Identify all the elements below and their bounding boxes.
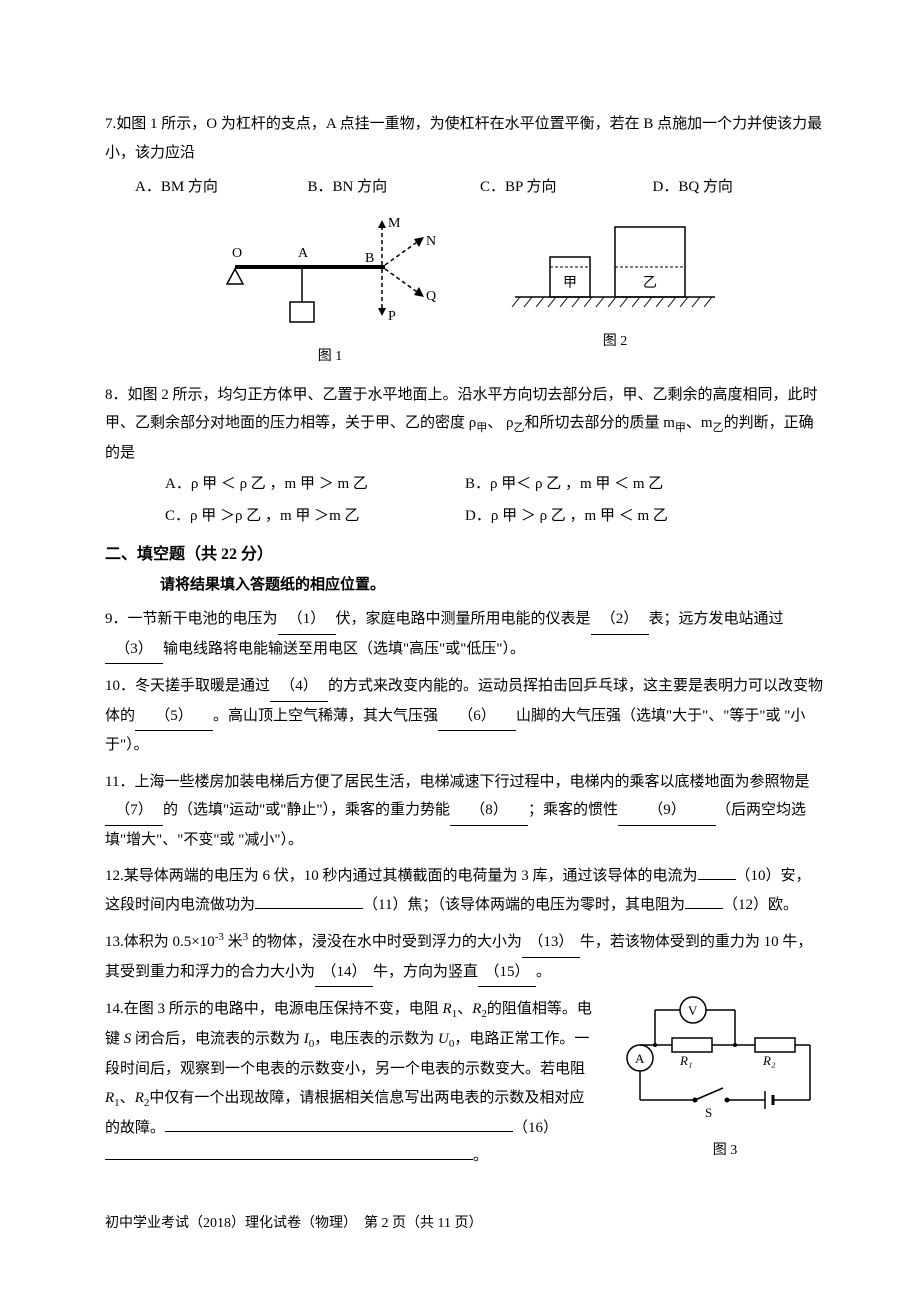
- blank-4: （4）: [270, 672, 328, 702]
- question-10: 10．冬天搓手取暖是通过（4）的方式来改变内能的。运动员挥拍击回乒乓球，这主要是…: [105, 672, 825, 760]
- q7-opt-c: C．BP 方向: [480, 173, 653, 202]
- blocks-diagram: 甲 乙: [510, 212, 720, 317]
- page-footer: 初中学业考试（2018）理化试卷（物理） 第 2 页（共 11 页）: [105, 1211, 825, 1238]
- blank-2: （2）: [591, 605, 649, 635]
- section-2-title: 二、填空题（共 22 分）: [105, 540, 825, 570]
- r1-label: R₁: [679, 1053, 692, 1068]
- label-O: O: [232, 246, 242, 261]
- label-M: M: [388, 216, 401, 231]
- blank-9: （9）: [618, 796, 716, 826]
- question-7: 7.如图 1 所示，O 为杠杆的支点，A 点挂一重物，为使杠杆在水平位置平衡，若…: [105, 110, 825, 371]
- label-N: N: [426, 234, 436, 249]
- q8-opt-b: B．ρ 甲＜ ρ 乙 ，m 甲 ＜ m 乙: [465, 470, 663, 499]
- lever-diagram: O A B M N Q: [210, 212, 450, 332]
- fig3-label: 图 3: [625, 1138, 825, 1165]
- q14-text: 14.在图 3 所示的电路中，电源电压保持不变，电阻 R1、R2的阻值相等。电键…: [105, 995, 595, 1170]
- blank-12a: [685, 908, 723, 909]
- figure-3: V A R₁ R₂ S: [625, 995, 825, 1164]
- question-14: 14.在图 3 所示的电路中，电源电压保持不变，电阻 R1、R2的阻值相等。电键…: [105, 995, 825, 1170]
- blank-7: （7）: [105, 796, 163, 826]
- blank-14: （14）: [315, 958, 373, 988]
- blank-8: （8）: [450, 796, 528, 826]
- q8-opt-d: D．ρ 甲 ＞ ρ 乙 ，m 甲 ＜ m 乙: [465, 502, 668, 531]
- label-jia: 甲: [563, 276, 577, 291]
- q7-options: A．BM 方向 B．BN 方向 C．BP 方向 D．BQ 方向: [135, 173, 825, 202]
- r2-label: R₂: [762, 1053, 776, 1068]
- label-P: P: [388, 309, 396, 324]
- figure-1: O A B M N Q: [210, 212, 450, 371]
- switch-label: S: [705, 1105, 712, 1120]
- question-11: 11．上海一些楼房加装电梯后方便了居民生活，电梯减速下行过程中，电梯内的乘客以底…: [105, 768, 825, 855]
- blank-11a: [255, 908, 363, 909]
- q8-opt-c: C．ρ 甲 ＞ρ 乙 ，m 甲 ＞m 乙: [165, 502, 465, 531]
- blank-1: （1）: [278, 605, 336, 635]
- label-Q: Q: [426, 289, 436, 304]
- question-13: 13.体积为 0.5×10-3 米3 的物体，浸没在水中时受到浮力的大小为（13…: [105, 927, 825, 987]
- blank-5: （5）: [135, 702, 213, 732]
- q7-figures-row: O A B M N Q: [105, 212, 825, 371]
- label-A: A: [298, 246, 309, 261]
- ammeter-label: A: [635, 1051, 645, 1066]
- q7-opt-a: A．BM 方向: [135, 173, 308, 202]
- blank-16-line2: [105, 1159, 473, 1160]
- q8-opt-a: A．ρ 甲 ＜ ρ 乙 ，m 甲 ＞ m 乙: [165, 470, 465, 499]
- question-12: 12.某导体两端的电压为 6 伏，10 秒内通过其横截面的电荷量为 3 库，通过…: [105, 862, 825, 919]
- label-B: B: [365, 251, 374, 266]
- fig2-label: 图 2: [510, 329, 720, 356]
- q7-stem: 7.如图 1 所示，O 为杠杆的支点，A 点挂一重物，为使杠杆在水平位置平衡，若…: [105, 110, 825, 167]
- blank-3: （3）: [105, 635, 163, 665]
- blank-15: （15）: [478, 958, 536, 988]
- figure-2: 甲 乙 图 2: [510, 212, 720, 371]
- label-yi: 乙: [643, 275, 657, 291]
- blank-10a: [698, 879, 736, 880]
- question-8: 8．如图 2 所示，均匀正方体甲、乙置于水平地面上。沿水平方向切去部分后，甲、乙…: [105, 381, 825, 531]
- q8-options: A．ρ 甲 ＜ ρ 乙 ，m 甲 ＞ m 乙 B．ρ 甲＜ ρ 乙 ，m 甲 ＜…: [165, 470, 825, 530]
- voltmeter-label: V: [688, 1003, 698, 1018]
- q7-opt-b: B．BN 方向: [308, 173, 481, 202]
- section-2-note: 请将结果填入答题纸的相应位置。: [160, 571, 825, 600]
- blank-13: （13）: [522, 928, 580, 958]
- fig1-label: 图 1: [210, 344, 450, 371]
- q7-opt-d: D．BQ 方向: [653, 173, 826, 202]
- blank-16-line1: [165, 1131, 513, 1132]
- blank-6: （6）: [438, 702, 516, 732]
- circuit-diagram: V A R₁ R₂ S: [625, 995, 825, 1125]
- question-9: 9．一节新干电池的电压为（1）伏，家庭电路中测量所用电能的仪表是（2）表；远方发…: [105, 605, 825, 664]
